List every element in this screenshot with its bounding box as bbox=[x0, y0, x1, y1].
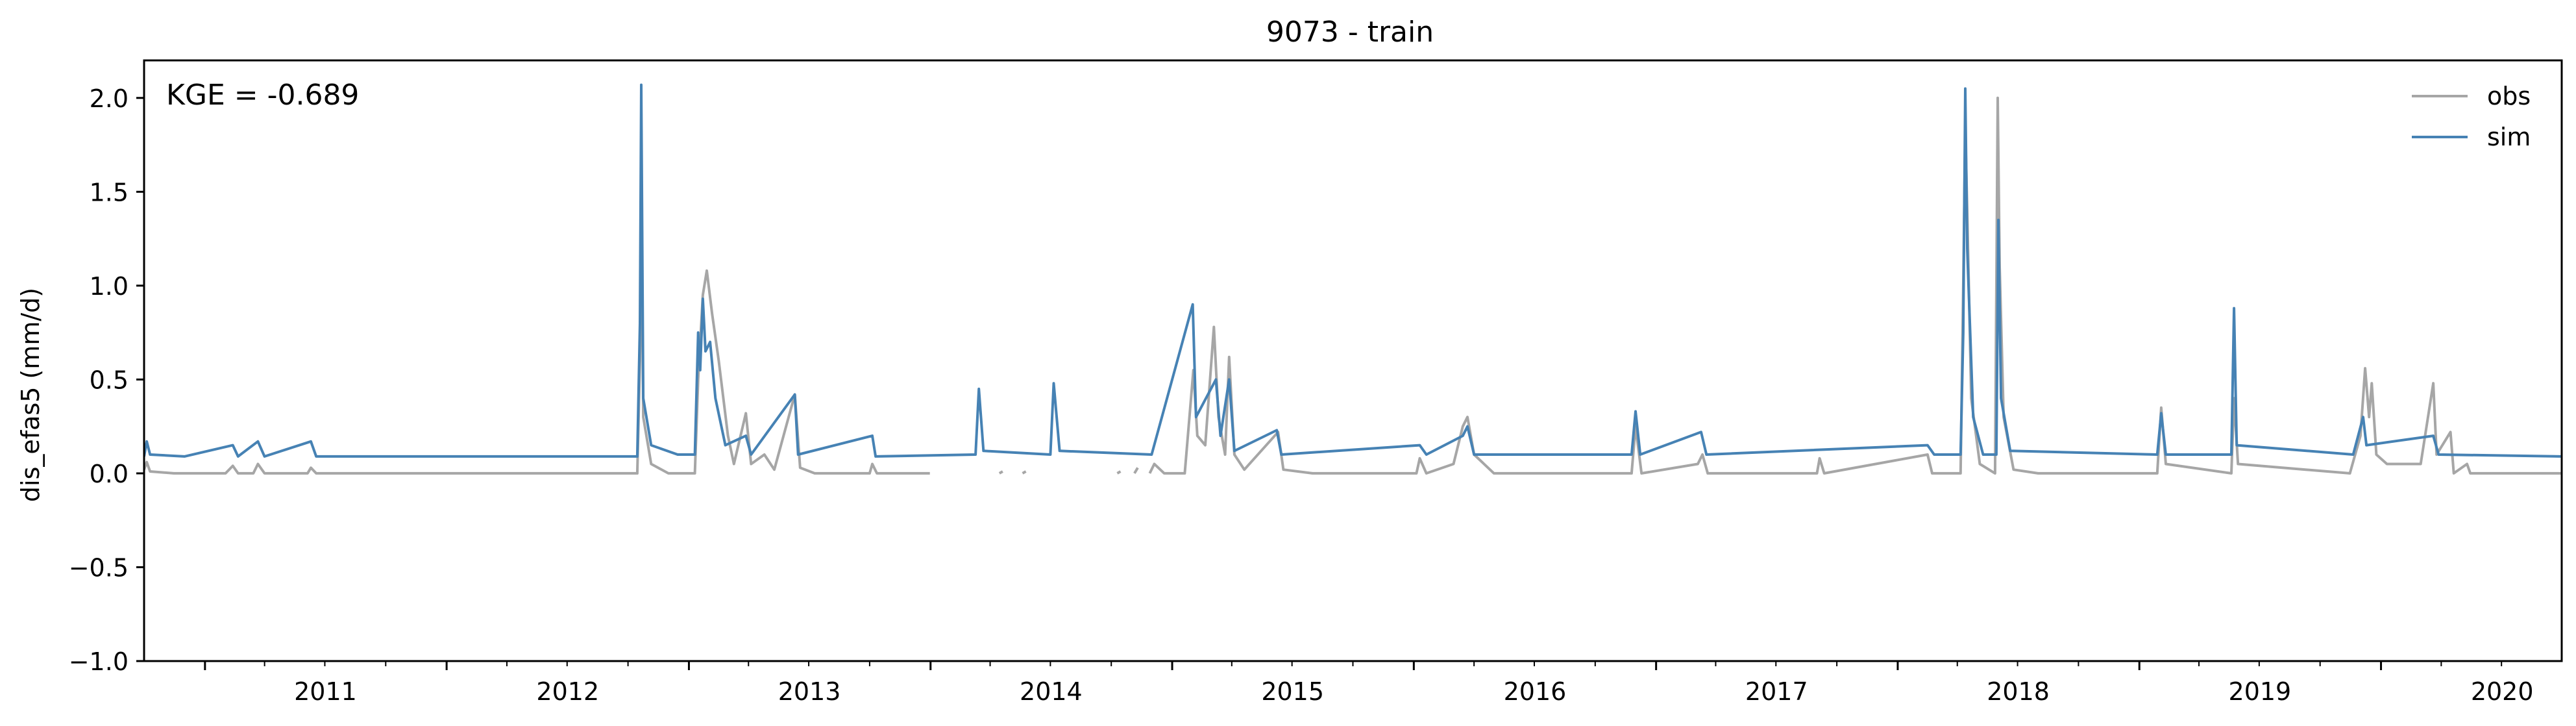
kge-annotation: KGE = -0.689 bbox=[166, 79, 359, 112]
legend-sim-label: sim bbox=[2487, 123, 2531, 151]
series-line-obs bbox=[144, 96, 2562, 475]
y-tick-label: 1.5 bbox=[90, 178, 129, 207]
x-tick-label: 2014 bbox=[1020, 677, 1083, 706]
y-tick-label: 0.5 bbox=[90, 366, 129, 394]
x-tick-label: 2019 bbox=[2229, 677, 2292, 706]
x-tick-label: 2015 bbox=[1261, 677, 1324, 706]
y-axis-label: dis_efas5 (mm/d) bbox=[16, 288, 45, 502]
chart-title: 9073 - train bbox=[1266, 16, 1434, 49]
y-tick-label: −1.0 bbox=[69, 647, 129, 676]
x-tick-label: 2012 bbox=[536, 677, 599, 706]
y-tick-label: 0.0 bbox=[90, 460, 129, 488]
y-tick-label: −0.5 bbox=[69, 553, 129, 582]
y-tick-label: 2.0 bbox=[90, 84, 129, 113]
x-tick-label: 2020 bbox=[2471, 677, 2534, 706]
plot-frame bbox=[143, 59, 2563, 662]
x-tick-label: 2013 bbox=[778, 677, 841, 706]
series-line-sim bbox=[144, 83, 2562, 458]
legend: obs sim bbox=[2412, 82, 2531, 151]
x-tick-label: 2018 bbox=[1987, 677, 2050, 706]
y-axis-ticks: −1.0 −0.5 0.0 0.5 1.0 1.5 2.0 bbox=[69, 84, 144, 676]
y-tick-label: 1.0 bbox=[90, 272, 129, 301]
x-tick-label: 2011 bbox=[294, 677, 357, 706]
x-tick-label: 2017 bbox=[1745, 677, 1808, 706]
x-tick-label: 2016 bbox=[1504, 677, 1567, 706]
series-layer bbox=[144, 83, 2562, 475]
legend-obs-label: obs bbox=[2487, 82, 2531, 110]
x-axis-ticks: 2011 2012 2013 2014 2015 2016 2017 2018 2019 2020 bbox=[204, 661, 2534, 706]
